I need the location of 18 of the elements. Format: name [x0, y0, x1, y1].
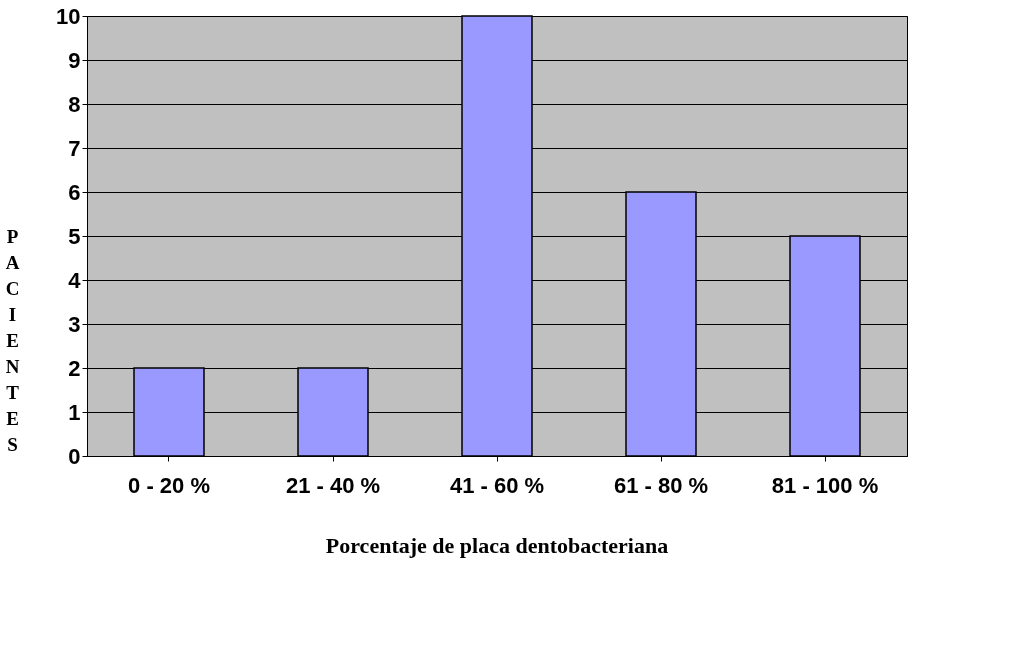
y-tick-label: 6 — [68, 179, 81, 205]
y-tick-label: 5 — [68, 223, 81, 249]
y-tick-label: 0 — [68, 443, 81, 469]
y-tick-label: 3 — [68, 311, 81, 337]
x-tick-label: 81 - 100 % — [771, 472, 879, 498]
y-tick-label: 1 — [68, 399, 81, 425]
y-tick-label: 10 — [56, 3, 81, 29]
y-tick-label: 4 — [68, 267, 82, 293]
y-tick-label: 9 — [68, 47, 81, 73]
y-tick-label: 2 — [68, 355, 81, 381]
y-tick-label: 8 — [68, 91, 81, 117]
text: PACIENTES — [5, 225, 20, 455]
x-axis-title: Porcentaje de placa dentobacteriana — [325, 533, 669, 558]
y-tick-label: 7 — [68, 135, 81, 161]
x-tick-label: 41 - 60 % — [449, 472, 545, 498]
x-tick-label: 61 - 80 % — [613, 472, 709, 498]
x-tick-label: 0 - 20 % — [128, 472, 210, 498]
x-tick-label: 21 - 40 % — [285, 472, 381, 498]
